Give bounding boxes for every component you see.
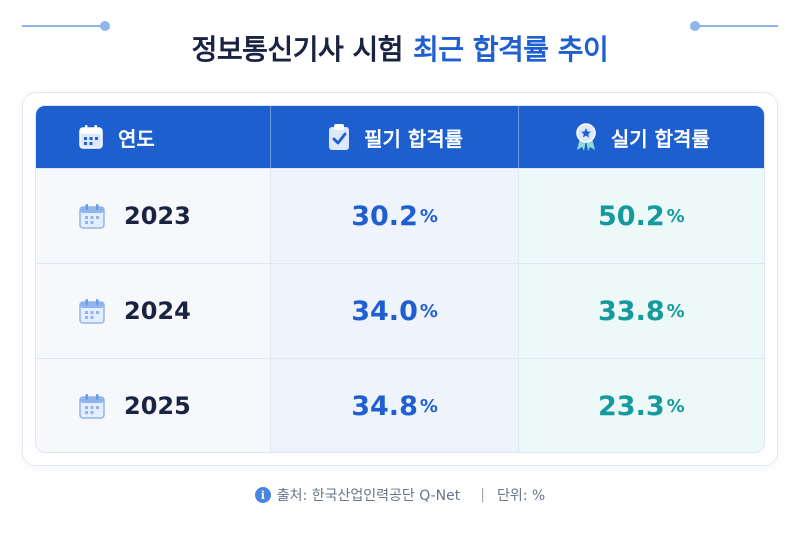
page-title: 정보통신기사 시험 최근 합격률 추이 bbox=[192, 28, 609, 68]
practical-rate-cell: 50.2% bbox=[518, 169, 764, 263]
written-rate-cell: 34.8% bbox=[271, 359, 519, 452]
info-icon: i bbox=[254, 487, 271, 503]
practical-rate-cell: 33.8% bbox=[518, 264, 764, 358]
written-rate-cell: 34.0% bbox=[271, 264, 519, 358]
title-accent: 최근 합격률 추이 bbox=[413, 33, 609, 66]
percent-unit: % bbox=[666, 300, 685, 322]
year-cell: 2024 bbox=[36, 264, 272, 358]
pass-rate-table: 연도 필기 합격률 bbox=[35, 105, 765, 453]
title-row: 정보통신기사 시험 최근 합격률 추이 bbox=[0, 22, 800, 74]
year-label: 2025 bbox=[124, 392, 191, 420]
footer-source: 출처: 한국산업인력공단 Q-Net bbox=[276, 488, 461, 504]
percent-unit: % bbox=[419, 395, 438, 417]
practical-rate-value: 33.8 bbox=[598, 295, 665, 327]
footer-unit: 단위: % bbox=[496, 488, 546, 504]
percent-unit: % bbox=[419, 205, 438, 227]
award-ribbon-icon bbox=[573, 122, 599, 152]
year-cell: 2025 bbox=[36, 359, 272, 452]
header-practical: 실기 합격률 bbox=[519, 106, 764, 168]
written-rate-cell: 30.2% bbox=[271, 169, 519, 263]
table-row: 2023 30.2% 50.2% bbox=[36, 168, 764, 263]
table-card: 연도 필기 합격률 bbox=[22, 92, 778, 466]
percent-unit: % bbox=[419, 300, 438, 322]
calendar-icon bbox=[78, 202, 106, 230]
practical-rate-value: 50.2 bbox=[598, 200, 665, 232]
written-rate-value: 34.8 bbox=[351, 390, 418, 422]
year-label: 2023 bbox=[124, 202, 191, 230]
header-year-label: 연도 bbox=[118, 126, 155, 151]
written-rate-value: 30.2 bbox=[351, 200, 418, 232]
year-label: 2024 bbox=[124, 297, 191, 325]
calendar-icon bbox=[78, 297, 106, 325]
footer: i 출처: 한국산업인력공단 Q-Net | 단위: % bbox=[0, 484, 800, 506]
percent-unit: % bbox=[666, 395, 685, 417]
practical-rate-cell: 23.3% bbox=[518, 359, 764, 452]
calendar-icon bbox=[78, 124, 104, 150]
header-year: 연도 bbox=[36, 106, 272, 168]
calendar-icon bbox=[78, 392, 106, 420]
table-row: 2025 34.8% 23.3% bbox=[36, 358, 764, 452]
title-dot-left bbox=[100, 21, 110, 31]
year-cell: 2023 bbox=[36, 169, 272, 263]
title-line-right bbox=[698, 25, 778, 27]
header-written: 필기 합격률 bbox=[271, 106, 519, 168]
table-row: 2024 34.0% 33.8% bbox=[36, 263, 764, 358]
table-header: 연도 필기 합격률 bbox=[36, 106, 764, 168]
footer-separator: | bbox=[480, 487, 485, 503]
written-rate-value: 34.0 bbox=[351, 295, 418, 327]
percent-unit: % bbox=[666, 205, 685, 227]
title-main: 정보통신기사 시험 bbox=[191, 33, 404, 66]
title-dot-right bbox=[690, 21, 700, 31]
title-line-left bbox=[22, 25, 102, 27]
header-written-label: 필기 합격률 bbox=[364, 126, 464, 151]
practical-rate-value: 23.3 bbox=[598, 390, 665, 422]
header-practical-label: 실기 합격률 bbox=[610, 126, 710, 151]
clipboard-check-icon bbox=[326, 123, 352, 151]
